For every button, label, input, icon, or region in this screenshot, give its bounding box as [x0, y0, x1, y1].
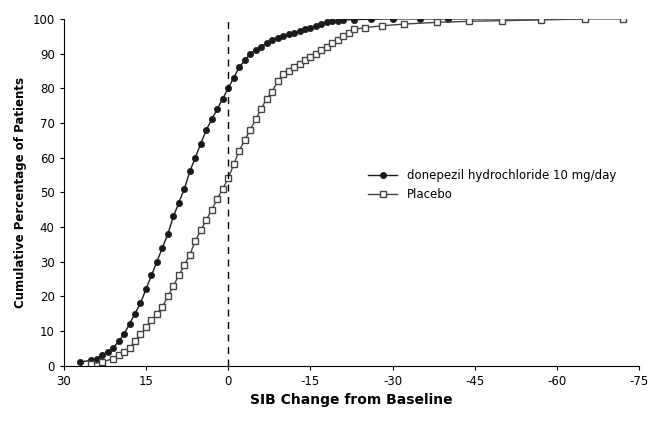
donepezil hydrochloride 10 mg/day	[581, 16, 589, 21]
Placebo	[268, 89, 276, 94]
Placebo	[208, 207, 215, 212]
Legend: donepezil hydrochloride 10 mg/day, Placebo: donepezil hydrochloride 10 mg/day, Place…	[362, 163, 622, 207]
Line: donepezil hydrochloride 10 mg/day: donepezil hydrochloride 10 mg/day	[77, 16, 588, 365]
Y-axis label: Cumulative Percentage of Patients: Cumulative Percentage of Patients	[14, 77, 27, 308]
donepezil hydrochloride 10 mg/day	[389, 16, 396, 21]
Placebo	[87, 361, 95, 366]
donepezil hydrochloride 10 mg/day	[192, 155, 200, 160]
Line: Placebo: Placebo	[88, 16, 627, 367]
donepezil hydrochloride 10 mg/day	[76, 360, 84, 365]
donepezil hydrochloride 10 mg/day	[279, 34, 287, 39]
Placebo	[328, 41, 336, 46]
donepezil hydrochloride 10 mg/day	[257, 44, 265, 49]
Placebo	[581, 16, 589, 21]
Placebo	[619, 16, 627, 21]
Placebo	[98, 360, 106, 365]
Placebo	[284, 68, 292, 73]
donepezil hydrochloride 10 mg/day	[252, 48, 260, 53]
Placebo	[296, 61, 304, 67]
X-axis label: SIB Change from Baseline: SIB Change from Baseline	[251, 393, 453, 407]
donepezil hydrochloride 10 mg/day	[241, 58, 249, 63]
donepezil hydrochloride 10 mg/day	[131, 311, 139, 316]
